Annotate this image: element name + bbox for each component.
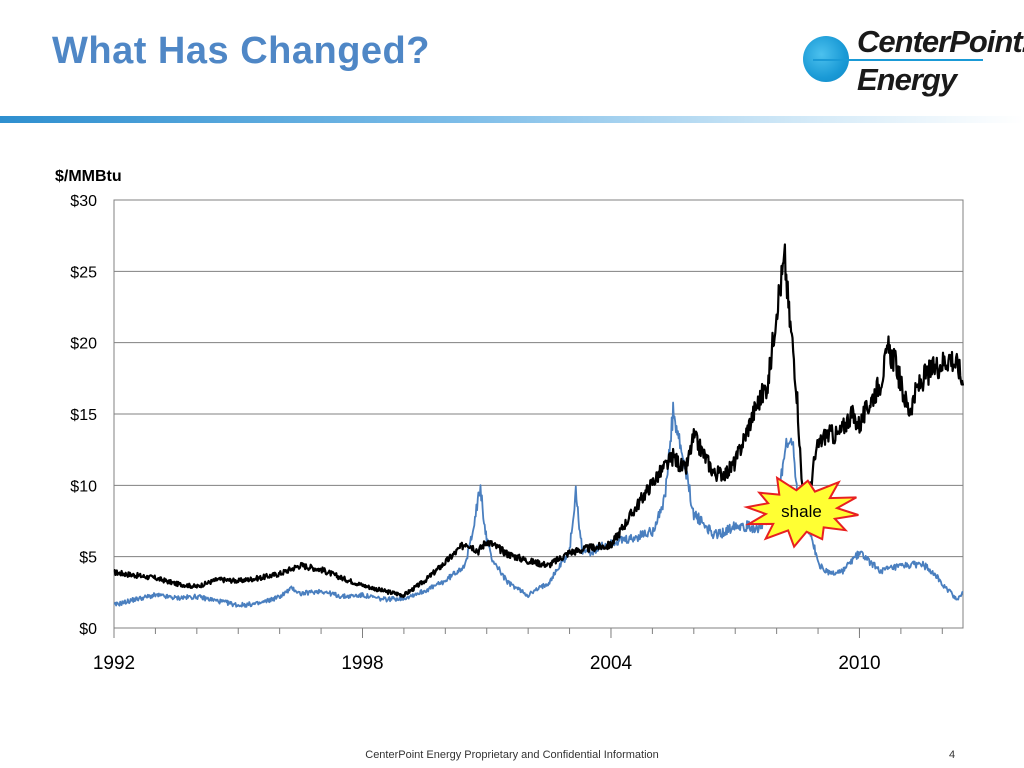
price-chart: $0 $5 $10 $15 $20 $25 $30 1992 1998 2004 2010 shal… bbox=[70, 193, 965, 674]
annotation-layer: shale bbox=[743, 475, 859, 549]
y-axis-unit-label: $/MMBtu bbox=[55, 168, 122, 185]
shale-starburst bbox=[743, 475, 859, 549]
y-tick-label: $15 bbox=[70, 407, 97, 424]
title-divider-bar bbox=[0, 116, 1024, 123]
grid-layer bbox=[113, 199, 964, 629]
slide-title: What Has Changed? bbox=[52, 30, 430, 72]
logo-text-line2: Energy bbox=[857, 62, 957, 97]
x-tick-label: 1998 bbox=[341, 653, 383, 674]
series-line-blue bbox=[113, 401, 964, 608]
y-tick-label: $20 bbox=[70, 336, 97, 353]
y-tick-label: $0 bbox=[79, 621, 97, 638]
logo-text-line1: CenterPoint. bbox=[857, 24, 1024, 59]
centerpoint-logo: CenterPoint. Energy bbox=[803, 24, 1024, 104]
y-tick-label: $25 bbox=[70, 264, 97, 281]
shale-annotation-label: shale bbox=[781, 502, 822, 521]
series-layer bbox=[113, 243, 965, 608]
page-number: 4 bbox=[949, 749, 956, 761]
logo-line bbox=[813, 59, 983, 61]
footer-text: CenterPoint Energy Proprietary and Confi… bbox=[365, 749, 659, 761]
x-tick-label: 2010 bbox=[838, 653, 880, 674]
y-tick-label: $30 bbox=[70, 193, 97, 210]
axis-layer: $0 $5 $10 $15 $20 $25 $30 1992 1998 2004 2010 bbox=[70, 193, 943, 674]
series-line-black bbox=[113, 243, 965, 599]
x-tick-label: 2004 bbox=[590, 653, 633, 674]
y-tick-label: $5 bbox=[79, 550, 97, 567]
y-tick-label: $10 bbox=[70, 478, 97, 495]
x-tick-label: 1992 bbox=[93, 653, 135, 674]
